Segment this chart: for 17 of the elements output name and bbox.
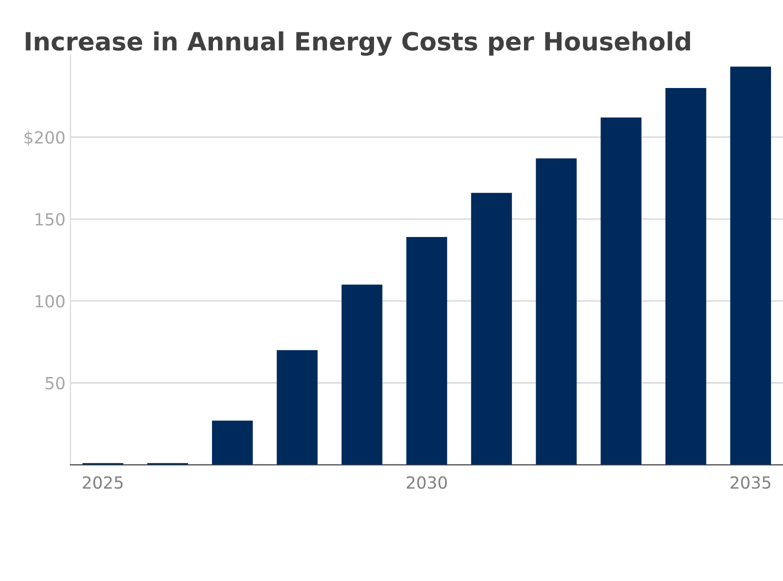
bar (665, 88, 706, 465)
x-tick-label: 2035 (730, 476, 770, 489)
chart-title: Increase in Annual Energy Costs per Household (26, 31, 690, 56)
bar (406, 237, 448, 465)
x-tick-label: 2030 (406, 476, 447, 489)
y-tick-label: $200 (24, 130, 64, 146)
y-tick-label: 150 (36, 213, 64, 226)
bar (276, 350, 318, 465)
bar (212, 420, 253, 465)
x-tick-label: 2025 (82, 476, 123, 489)
bar (471, 192, 512, 465)
bar (730, 66, 772, 465)
y-tick-label: 50 (46, 376, 64, 390)
bar (536, 158, 577, 465)
y-tick-label: 100 (36, 294, 64, 308)
bar (600, 117, 642, 465)
bar (342, 284, 382, 465)
